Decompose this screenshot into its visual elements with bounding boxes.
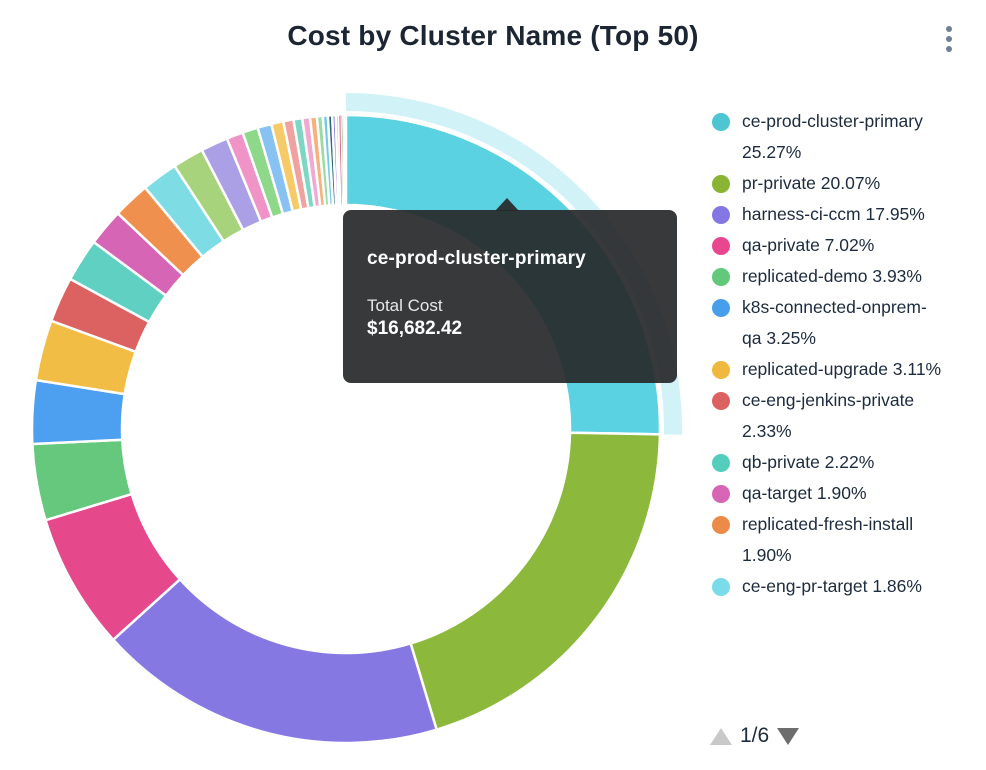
legend-dot-icon	[712, 268, 730, 286]
legend-item-label: replicated-fresh-install 1.90%	[742, 514, 914, 565]
legend-dot-icon	[712, 578, 730, 596]
tooltip-arrow	[495, 198, 519, 211]
tooltip-metric-label: Total Cost	[367, 296, 443, 315]
legend-item-label: qb-private 2.22%	[742, 452, 875, 472]
chart-legend: ce-prod-cluster-primary 25.27% pr-private…	[712, 106, 976, 719]
pie-slice-harness-ci-ccm[interactable]	[111, 578, 438, 745]
legend-pagination: 1/6	[710, 724, 800, 748]
tooltip-metric-value: $16,682.42	[367, 318, 463, 339]
legend-item-label: ce-eng-jenkins-private 2.33%	[742, 390, 915, 441]
legend-item-harness-ci-ccm[interactable]: harness-ci-ccm 17.95%	[712, 199, 976, 230]
legend-item-replicated-fresh-install[interactable]: replicated-fresh-install 1.90%	[712, 509, 976, 571]
legend-dot-icon	[712, 175, 730, 193]
legend-item-label: ce-eng-pr-target 1.86%	[742, 576, 922, 596]
legend-dot-icon	[712, 237, 730, 255]
chart-tooltip: ce-prod-cluster-primary Total Cost $16,6…	[343, 198, 677, 383]
legend-item-ce-prod-cluster-primary[interactable]: ce-prod-cluster-primary 25.27%	[712, 106, 976, 168]
legend-item-label: replicated-demo 3.93%	[742, 266, 922, 286]
legend-item-ce-eng-jenkins-private[interactable]: ce-eng-jenkins-private 2.33%	[712, 385, 976, 447]
legend-item-label: qa-private 7.02%	[742, 235, 875, 255]
legend-item-replicated-upgrade[interactable]: replicated-upgrade 3.11%	[712, 354, 976, 385]
legend-dot-icon	[712, 392, 730, 410]
legend-item-qa-private[interactable]: qa-private 7.02%	[712, 230, 976, 261]
legend-item-k8s-connected-onprem-qa[interactable]: k8s-connected-onprem-qa 3.25%	[712, 292, 976, 354]
pie-slice-pr-private[interactable]	[409, 431, 662, 731]
legend-item-label: pr-private 20.07%	[742, 173, 881, 193]
pie-slice[interactable]	[344, 114, 347, 206]
legend-item-qa-target[interactable]: qa-target 1.90%	[712, 478, 976, 509]
chart-title: Cost by Cluster Name (Top 50)	[287, 20, 699, 51]
legend-item-label: ce-prod-cluster-primary 25.27%	[742, 111, 923, 162]
legend-item-qb-private[interactable]: qb-private 2.22%	[712, 447, 976, 478]
legend-item-replicated-demo[interactable]: replicated-demo 3.93%	[712, 261, 976, 292]
legend-item-label: replicated-upgrade 3.11%	[742, 359, 942, 379]
legend-dot-icon	[712, 206, 730, 224]
kebab-menu-icon[interactable]	[938, 22, 960, 56]
legend-dot-icon	[712, 299, 730, 317]
legend-dot-icon	[712, 361, 730, 379]
legend-item-ce-eng-pr-target[interactable]: ce-eng-pr-target 1.86%	[712, 571, 976, 602]
legend-page-indicator: 1/6	[740, 724, 770, 747]
legend-dot-icon	[712, 485, 730, 503]
legend-item-label: harness-ci-ccm 17.95%	[742, 204, 925, 224]
down-triangle-icon[interactable]	[777, 727, 800, 745]
legend-item-label: k8s-connected-onprem-qa 3.25%	[742, 297, 927, 348]
up-triangle-icon[interactable]	[710, 727, 732, 745]
tooltip-title: ce-prod-cluster-primary	[367, 248, 586, 269]
legend-item-label: qa-target 1.90%	[742, 483, 867, 503]
legend-dot-icon	[712, 113, 730, 131]
legend-item-pr-private[interactable]: pr-private 20.07%	[712, 168, 976, 199]
legend-dot-icon	[712, 516, 730, 534]
legend-dot-icon	[712, 454, 730, 472]
